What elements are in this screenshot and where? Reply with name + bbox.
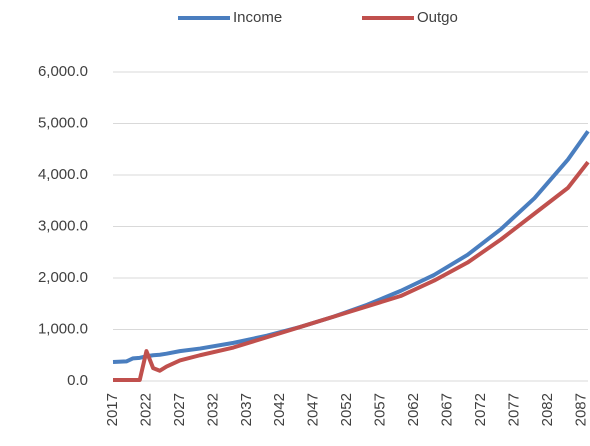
x-tick-label: 2042 — [271, 393, 288, 426]
x-tick-label: 2062 — [405, 393, 422, 426]
legend-label: Outgo — [417, 9, 458, 26]
y-tick-label: 5,000.0 — [38, 114, 88, 131]
y-tick-label: 0.0 — [67, 372, 88, 389]
x-tick-label: 2037 — [238, 393, 255, 426]
x-tick-label: 2077 — [505, 393, 522, 426]
y-tick-label: 4,000.0 — [38, 166, 88, 183]
x-tick-label: 2027 — [171, 393, 188, 426]
x-tick-label: 2067 — [438, 393, 455, 426]
y-tick-label: 3,000.0 — [38, 217, 88, 234]
series-line — [112, 130, 590, 364]
y-tick-label: 6,000.0 — [38, 63, 88, 80]
x-tick-label: 2052 — [338, 393, 355, 426]
x-tick-label: 2072 — [472, 393, 489, 426]
x-tick-label: 2032 — [204, 393, 221, 426]
series-line — [113, 160, 590, 382]
x-tick-label: 2022 — [137, 393, 154, 426]
y-tick-label: 2,000.0 — [38, 269, 88, 286]
x-tick-label: 2082 — [539, 393, 556, 426]
x-tick-label: 2017 — [104, 393, 121, 426]
x-tick-label: 2047 — [305, 393, 322, 426]
x-tick-label: 2057 — [372, 393, 389, 426]
legend-label: Income — [233, 9, 282, 26]
y-tick-label: 1,000.0 — [38, 320, 88, 337]
x-tick-label: 2087 — [572, 393, 589, 426]
